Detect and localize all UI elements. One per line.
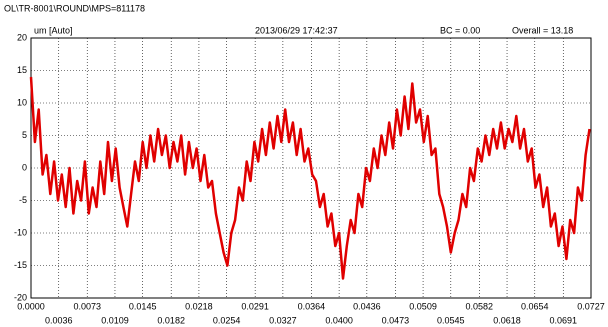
y-tick-label: -20 xyxy=(14,292,27,302)
x-tick-label: 0.0727 xyxy=(577,301,605,311)
y-tick-label: -15 xyxy=(14,260,27,270)
x-tick-label: 0.0509 xyxy=(409,301,437,311)
x-tick-label: 0.0691 xyxy=(550,315,578,325)
waveform xyxy=(29,76,591,280)
y-tick-label: -10 xyxy=(14,227,27,237)
x-tick-label: 0.0000 xyxy=(17,301,45,311)
y-axis-label: um [Auto] xyxy=(34,25,73,35)
x-tick-label: 0.0327 xyxy=(269,315,297,325)
x-tick-label: 0.0436 xyxy=(353,301,381,311)
x-tick-label: 0.0036 xyxy=(45,315,73,325)
x-tick-label: 0.0400 xyxy=(325,315,353,325)
y-tick-label: 5 xyxy=(22,130,27,140)
y-tick-label: -5 xyxy=(19,195,27,205)
x-tick-label: 0.0364 xyxy=(298,301,326,311)
x-tick-label: 0.0291 xyxy=(241,301,269,311)
x-tick-label: 0.0618 xyxy=(493,315,521,325)
x-tick-label: 0.0545 xyxy=(437,315,465,325)
timestamp: 2013/06/29 17:42:37 xyxy=(255,25,338,35)
x-tick-label: 0.0654 xyxy=(521,301,549,311)
bc: BC = 0.00 xyxy=(440,25,480,35)
x-tick-label: 0.0254 xyxy=(213,315,241,325)
x-tick-label: 0.0109 xyxy=(101,315,129,325)
x-tick-label: 0.0182 xyxy=(157,315,185,325)
y-tick-label: 0 xyxy=(22,162,27,172)
overall: Overall = 13.18 xyxy=(512,25,573,35)
y-tick-label: 15 xyxy=(17,65,27,75)
y-tick-label: 10 xyxy=(17,97,27,107)
x-tick-label: 0.0218 xyxy=(185,301,213,311)
x-tick-label: 0.0073 xyxy=(73,301,101,311)
y-tick-label: 20 xyxy=(17,32,27,42)
chart-title: OL\TR-8001\ROUND\MPS=811178 xyxy=(4,3,145,13)
x-tick-label: 0.0145 xyxy=(129,301,157,311)
x-tick-label: 0.0582 xyxy=(466,301,494,311)
x-tick-label: 0.0473 xyxy=(382,315,410,325)
